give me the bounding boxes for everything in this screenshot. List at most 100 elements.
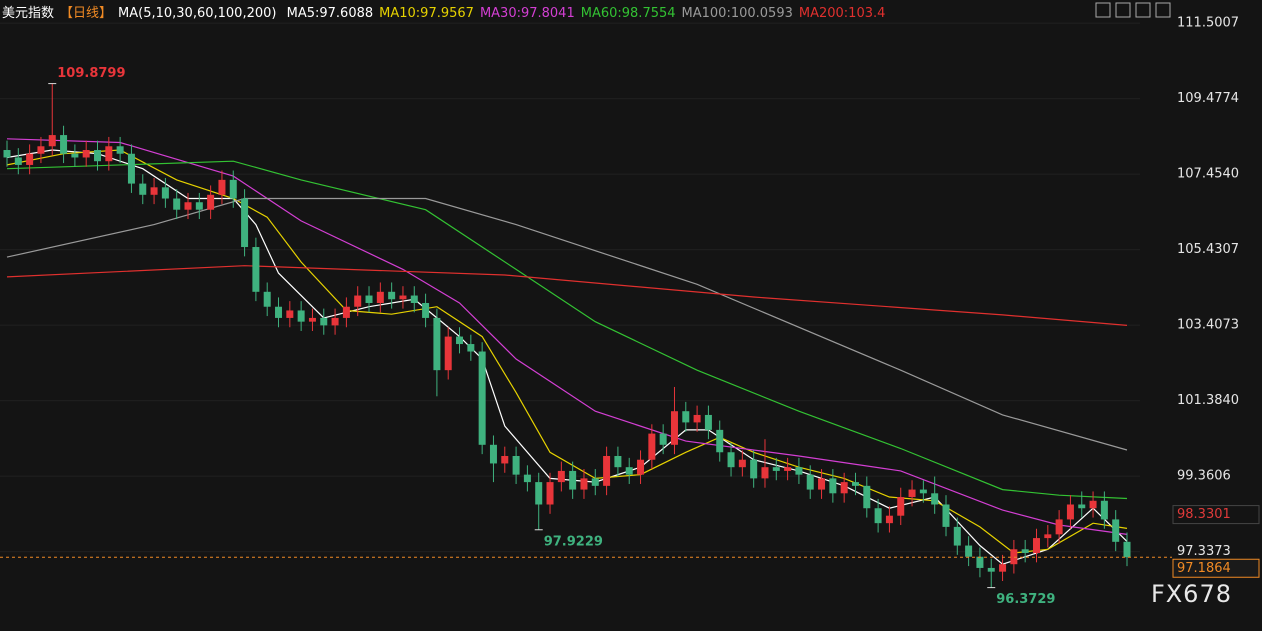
ma-line (6, 138, 1128, 535)
y-tick-label: 111.5007 (1177, 16, 1239, 31)
candle-body (908, 489, 916, 498)
tool-button[interactable] (1155, 2, 1171, 18)
candle-body (94, 150, 102, 162)
candle-body (795, 467, 803, 475)
candle-body (580, 478, 588, 490)
candle-body (761, 467, 769, 479)
candle-body (648, 433, 656, 460)
candle-body (150, 187, 158, 195)
candle-body (1066, 504, 1074, 520)
candle-body (772, 467, 780, 471)
candle-body (433, 317, 441, 371)
legend-entry: MA100:100.0593 (681, 6, 793, 21)
candle-body (342, 306, 350, 318)
y-tick-label: 109.4774 (1177, 91, 1239, 106)
candle-body (308, 317, 316, 322)
extreme-label: 97.9229 (544, 534, 603, 549)
candle-body (444, 336, 452, 371)
price-tag: 97.1864 (1177, 561, 1231, 576)
candle-body (320, 317, 328, 326)
candle-body (14, 157, 22, 165)
candle-body (365, 295, 373, 303)
candle-body (1055, 519, 1063, 535)
candle-body (942, 504, 950, 527)
legend-entry: MA10:97.9567 (379, 6, 474, 21)
candle-body (637, 459, 645, 475)
candle-body (422, 302, 430, 318)
candle-body (1078, 504, 1086, 509)
candle-body (139, 183, 147, 195)
candle-body (263, 291, 271, 307)
ma-line (6, 149, 1128, 565)
candle-body (603, 455, 611, 486)
candle-body (26, 153, 34, 165)
candle-body (127, 153, 135, 184)
candle-body (252, 247, 260, 292)
candle-body (931, 493, 939, 505)
candle-body (840, 482, 848, 494)
ma-line (6, 160, 1128, 500)
y-tick-label: 107.4540 (1177, 167, 1239, 182)
candle-body (195, 202, 203, 210)
y-tick-label: 99.3606 (1177, 469, 1231, 484)
y-tick-label: 97.3373 (1177, 544, 1231, 559)
candle-body (659, 433, 667, 445)
candle-body (207, 194, 215, 210)
candle-body (410, 295, 418, 303)
ma-line (6, 265, 1128, 326)
candle-body (863, 485, 871, 509)
candle-body (467, 344, 475, 352)
tool-button[interactable] (1135, 2, 1151, 18)
ma-line (6, 149, 1128, 554)
candle-body (60, 135, 68, 154)
legend-entry: MA200:103.4 (798, 6, 886, 21)
candle-body (557, 470, 565, 483)
candle-body (388, 291, 396, 300)
candle-body (297, 310, 305, 322)
watermark: FX678 (1151, 580, 1232, 608)
candle-body (1112, 519, 1120, 542)
candle-body (670, 411, 678, 445)
ma-line (6, 197, 1128, 451)
candle-body (569, 470, 577, 490)
legend: 美元指数 【日线】 MA(5,10,30,60,100,200) MA5:97.60… (2, 2, 891, 21)
candle-body (286, 310, 294, 318)
extreme-label: 96.3729 (996, 592, 1055, 607)
candle-body (3, 150, 11, 158)
y-tick-label: 103.4073 (1177, 318, 1239, 333)
candle-body (399, 295, 407, 300)
price-tag: 98.3301 (1177, 507, 1231, 522)
tool-button[interactable] (1095, 2, 1111, 18)
legend-entry: MA60:98.7554 (580, 6, 676, 21)
indicator[interactable]: MA(5,10,30,60,100,200) (118, 6, 277, 21)
candle-body (704, 414, 712, 430)
candle-body (965, 545, 973, 557)
candle-body (37, 146, 45, 154)
candle-body (535, 482, 543, 505)
candle-body (885, 515, 893, 524)
candle-body (682, 411, 690, 423)
price-tag-box (1172, 505, 1260, 525)
candle-body (478, 351, 486, 445)
toolbar[interactable] (1095, 2, 1171, 18)
candle-body (456, 336, 464, 345)
candle-body (546, 482, 554, 505)
candle-body (693, 414, 701, 423)
candle-body (784, 467, 792, 471)
y-tick-label: 101.3840 (1177, 393, 1239, 408)
candle-body (1044, 534, 1052, 539)
candle-body (591, 478, 599, 486)
candle-body (161, 187, 169, 199)
period[interactable]: 【日线】 (60, 6, 113, 21)
candle-body (48, 135, 56, 147)
legend-entry: MA30:97.8041 (479, 6, 575, 21)
candle-body (331, 317, 339, 326)
candle-body (1123, 541, 1131, 558)
candle-body (354, 295, 362, 307)
candle-body (82, 150, 90, 158)
candle-body (241, 198, 249, 248)
tool-button[interactable] (1115, 2, 1131, 18)
candle-body (806, 474, 814, 490)
candle-body (376, 291, 384, 303)
